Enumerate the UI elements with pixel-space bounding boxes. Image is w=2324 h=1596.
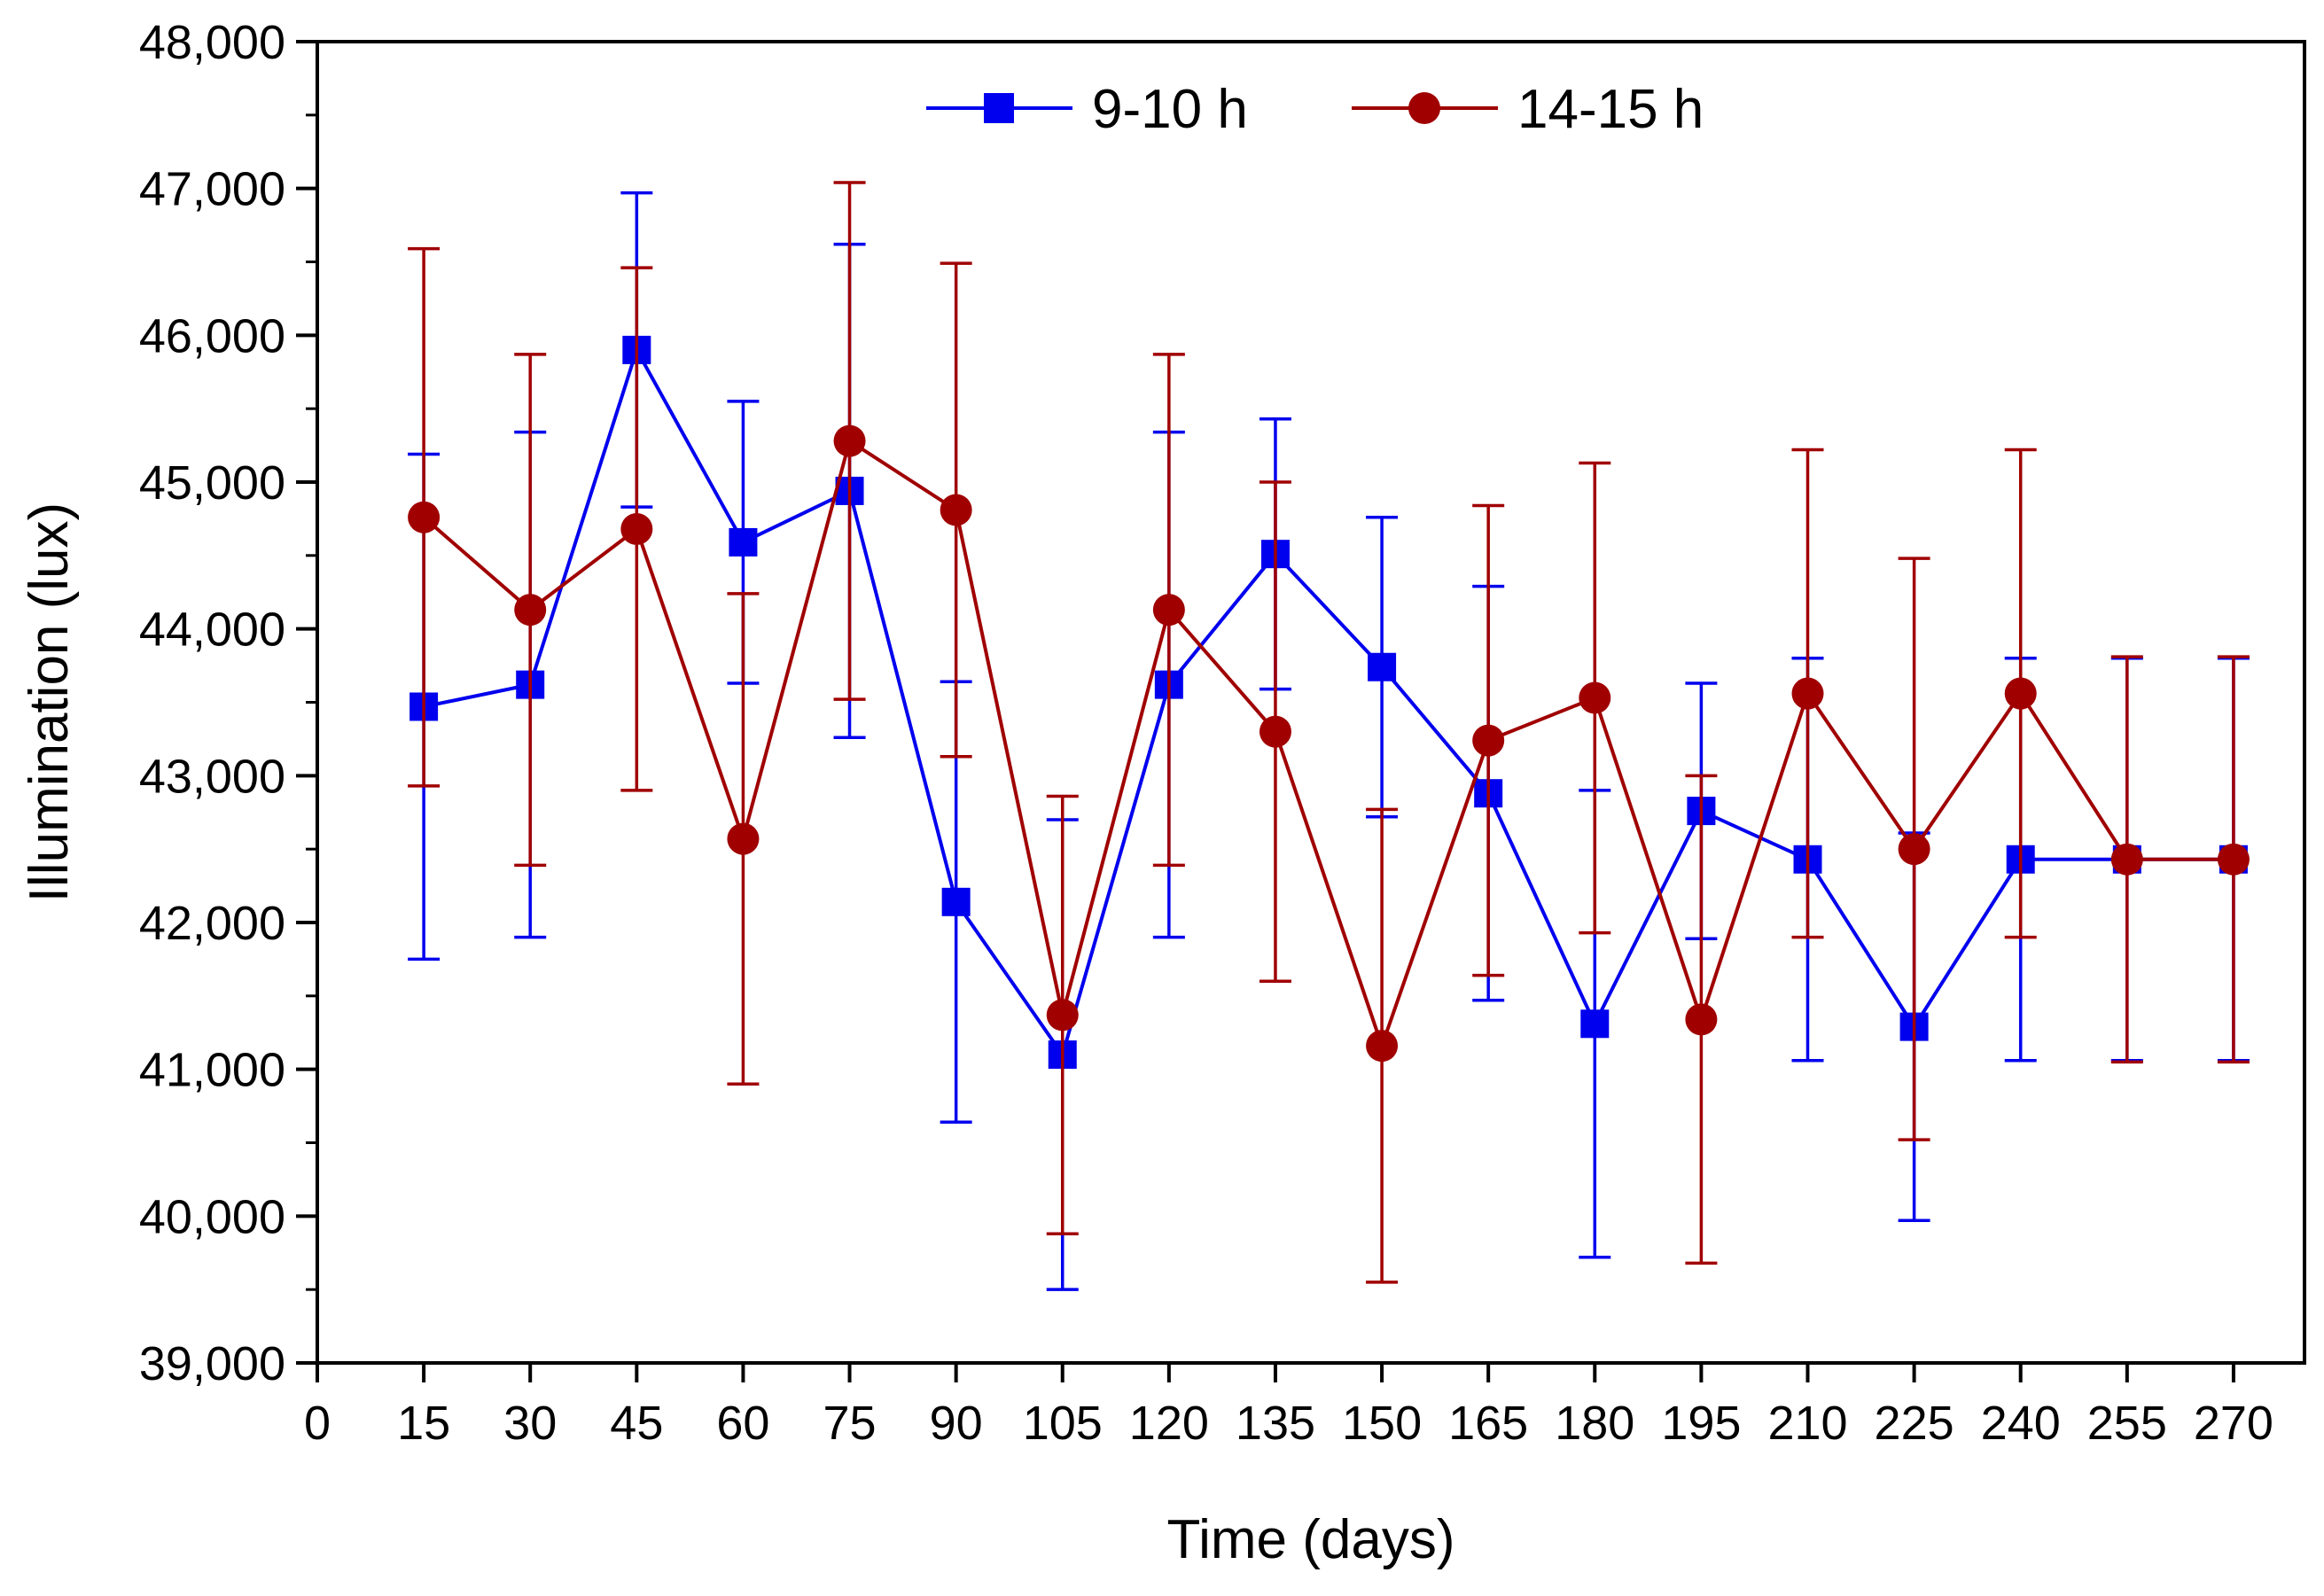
series-2 [408,181,2250,1284]
data-point [1898,833,1930,866]
y-axis-title: Illumination (lux) [19,502,80,902]
data-point [1685,1003,1718,1036]
y-tick-label: 45,000 [139,456,285,510]
y-axis: 39,000 40,000 41,000 42,000 43,000 44,000 45,0… [139,16,317,1390]
series-layer [408,181,2250,1291]
data-point [408,501,441,533]
y-tick-label: 39,000 [139,1337,285,1390]
data-point [1259,715,1291,748]
data-point [941,887,971,916]
x-tick-label: 270 [2194,1397,2273,1450]
series-line [423,345,2234,1059]
data-point [727,822,760,855]
x-tick-label: 210 [1767,1397,1847,1450]
data-point [1579,681,1611,714]
x-axis-title: Time (days) [1167,1509,1455,1570]
series-1 [408,191,2250,1291]
data-point [1368,652,1397,681]
data-point [2217,843,2250,876]
x-tick-label: 60 [716,1397,769,1450]
x-tick-label: 240 [1981,1397,2061,1450]
y-tick-label: 46,000 [139,309,285,362]
legend-marker [1408,92,1440,124]
x-axis: 0 15 30 45 60 75 90 105 120 135 150 165 180 195 210 225… [304,1363,2273,1450]
y-tick-label: 44,000 [139,603,285,657]
y-tick-label: 43,000 [139,750,285,803]
data-point [2110,843,2143,876]
x-tick-label: 150 [1342,1397,1422,1450]
data-point [2004,677,2037,710]
legend-marker [984,93,1014,123]
x-tick-label: 165 [1448,1397,1528,1450]
x-tick-label: 90 [930,1397,983,1450]
plot-frame [316,40,2306,1365]
data-point [1046,999,1079,1032]
legend-entry-2: 14-15 h [1352,79,1704,140]
data-point [729,527,758,557]
x-tick-label: 225 [1875,1397,1954,1450]
data-point [1580,1009,1610,1039]
x-tick-label: 135 [1236,1397,1315,1450]
y-tick-label: 40,000 [139,1190,285,1243]
legend-label: 9-10 h [1092,79,1248,140]
data-point [1791,677,1824,710]
legend-label: 14-15 h [1517,79,1704,140]
legend: 9-10 h 14-15 h [926,79,1704,140]
y-tick-label: 41,000 [139,1044,285,1097]
x-tick-label: 120 [1129,1397,1209,1450]
series-line [422,438,2234,1052]
data-point [514,594,547,627]
x-tick-label: 105 [1023,1397,1103,1450]
x-tick-label: 75 [823,1397,876,1450]
x-tick-label: 15 [397,1397,450,1450]
x-tick-label: 45 [610,1397,663,1450]
data-point [620,513,653,546]
data-point [833,424,866,457]
data-point [940,494,972,526]
y-tick-label: 42,000 [139,897,285,950]
data-point [1152,594,1185,627]
legend-entry-1: 9-10 h [926,79,1248,140]
x-tick-label: 30 [503,1397,557,1450]
y-tick-label: 48,000 [139,16,285,69]
data-point [1472,724,1505,757]
x-tick-label: 180 [1555,1397,1634,1450]
x-tick-label: 195 [1661,1397,1741,1450]
y-tick-label: 47,000 [139,163,285,216]
x-tick-label: 0 [304,1397,331,1450]
x-tick-label: 255 [2087,1397,2167,1450]
data-point [1366,1030,1399,1063]
